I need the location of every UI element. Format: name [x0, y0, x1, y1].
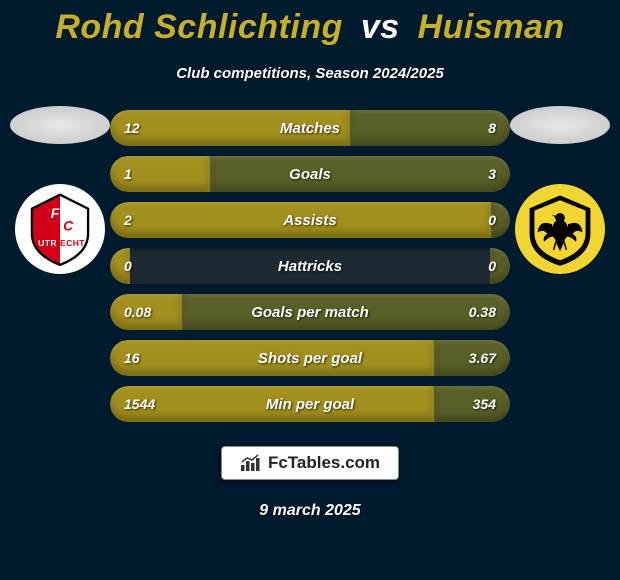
stat-bar-right — [182, 294, 510, 330]
stat-value-left: 0.08 — [124, 294, 151, 330]
stat-row: Matches128 — [110, 110, 510, 146]
stats-container: Matches128Goals13Assists20Hattricks00Goa… — [110, 110, 510, 422]
chart-icon — [240, 454, 262, 472]
stat-value-left: 16 — [124, 340, 140, 376]
svg-text:C: C — [63, 218, 74, 234]
subtitle: Club competitions, Season 2024/2025 — [0, 65, 620, 82]
stat-bar-left — [110, 202, 491, 238]
stat-value-right: 0 — [488, 202, 496, 238]
right-player-column: VITESSE — [510, 110, 610, 422]
player2-photo — [510, 106, 610, 144]
stat-value-right: 8 — [488, 110, 496, 146]
stat-row: Min per goal1544354 — [110, 386, 510, 422]
stat-value-left: 1544 — [124, 386, 155, 422]
stat-value-left: 12 — [124, 110, 140, 146]
left-player-column: F C UTR ECHT — [10, 110, 110, 422]
stat-value-right: 354 — [473, 386, 496, 422]
club-badge-utrecht: F C UTR ECHT — [15, 184, 105, 274]
stat-value-left: 2 — [124, 202, 132, 238]
utrecht-icon: F C UTR ECHT — [21, 190, 99, 268]
player1-name: Rohd Schlichting — [55, 8, 343, 46]
player2-name: Huisman — [418, 8, 565, 46]
stat-row: Goals13 — [110, 156, 510, 192]
svg-text:UTR: UTR — [38, 238, 57, 248]
date-text: 9 march 2025 — [0, 502, 620, 520]
stat-value-right: 3 — [488, 156, 496, 192]
page-title: Rohd Schlichting vs Huisman — [0, 0, 620, 47]
club-badge-vitesse: VITESSE — [515, 184, 605, 274]
stat-value-left: 1 — [124, 156, 132, 192]
stat-bar-left — [110, 386, 434, 422]
vitesse-icon: VITESSE — [520, 189, 600, 269]
svg-text:ECHT: ECHT — [60, 238, 85, 248]
stat-row: Assists20 — [110, 202, 510, 238]
svg-text:VITESSE: VITESSE — [548, 206, 572, 212]
stat-row: Goals per match0.080.38 — [110, 294, 510, 330]
svg-text:F: F — [51, 205, 60, 221]
stat-bar-left — [110, 110, 350, 146]
stat-value-right: 0.38 — [469, 294, 496, 330]
stat-label: Hattricks — [110, 248, 510, 284]
footer: FcTables.com — [0, 446, 620, 480]
player1-photo — [10, 106, 110, 144]
stat-row: Hattricks0 0 — [110, 248, 510, 284]
stat-bar-left — [110, 340, 434, 376]
stat-bar-right — [210, 156, 510, 192]
stat-value-left: 0 — [124, 248, 132, 284]
stat-value-right: 3.67 — [469, 340, 496, 376]
stat-row: Shots per goal163.67 — [110, 340, 510, 376]
fctables-badge[interactable]: FcTables.com — [221, 446, 399, 480]
stat-bar-right — [350, 110, 510, 146]
vs-text: vs — [353, 8, 408, 46]
fctables-text: FcTables.com — [268, 453, 380, 473]
stat-value-right: 0 — [488, 248, 496, 284]
